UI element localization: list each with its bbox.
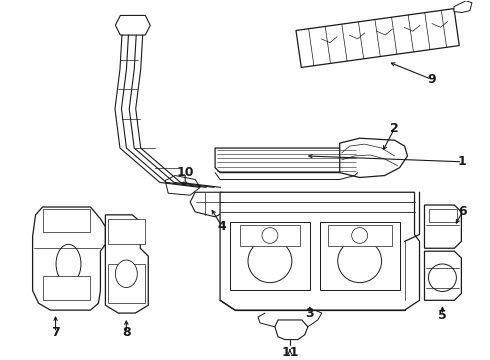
Polygon shape [424,251,462,300]
Polygon shape [215,148,358,172]
Polygon shape [320,222,399,291]
Polygon shape [328,225,392,246]
Polygon shape [115,15,150,35]
Ellipse shape [56,244,81,284]
Polygon shape [108,264,145,303]
Polygon shape [240,225,300,246]
Text: 9: 9 [427,73,436,86]
Text: 10: 10 [176,166,194,179]
Ellipse shape [115,260,137,288]
Circle shape [338,239,382,283]
Polygon shape [230,222,310,291]
Polygon shape [424,205,462,248]
Text: 8: 8 [122,326,131,339]
Text: 3: 3 [305,307,314,320]
Circle shape [428,264,456,292]
Polygon shape [190,192,228,217]
Text: 2: 2 [390,122,399,135]
Text: 4: 4 [218,220,226,233]
Polygon shape [429,209,457,222]
Polygon shape [220,192,419,310]
Polygon shape [165,176,200,195]
Polygon shape [43,209,91,231]
Polygon shape [33,207,105,310]
Text: 5: 5 [438,309,447,321]
Polygon shape [296,9,459,67]
Polygon shape [108,219,145,244]
Text: 1: 1 [458,155,467,168]
Polygon shape [275,320,308,339]
Circle shape [248,239,292,283]
Polygon shape [340,138,408,177]
Text: 7: 7 [51,326,60,339]
Polygon shape [105,215,148,313]
Text: 6: 6 [458,206,466,219]
Polygon shape [43,276,91,300]
Polygon shape [454,1,472,13]
Text: 11: 11 [281,346,298,359]
